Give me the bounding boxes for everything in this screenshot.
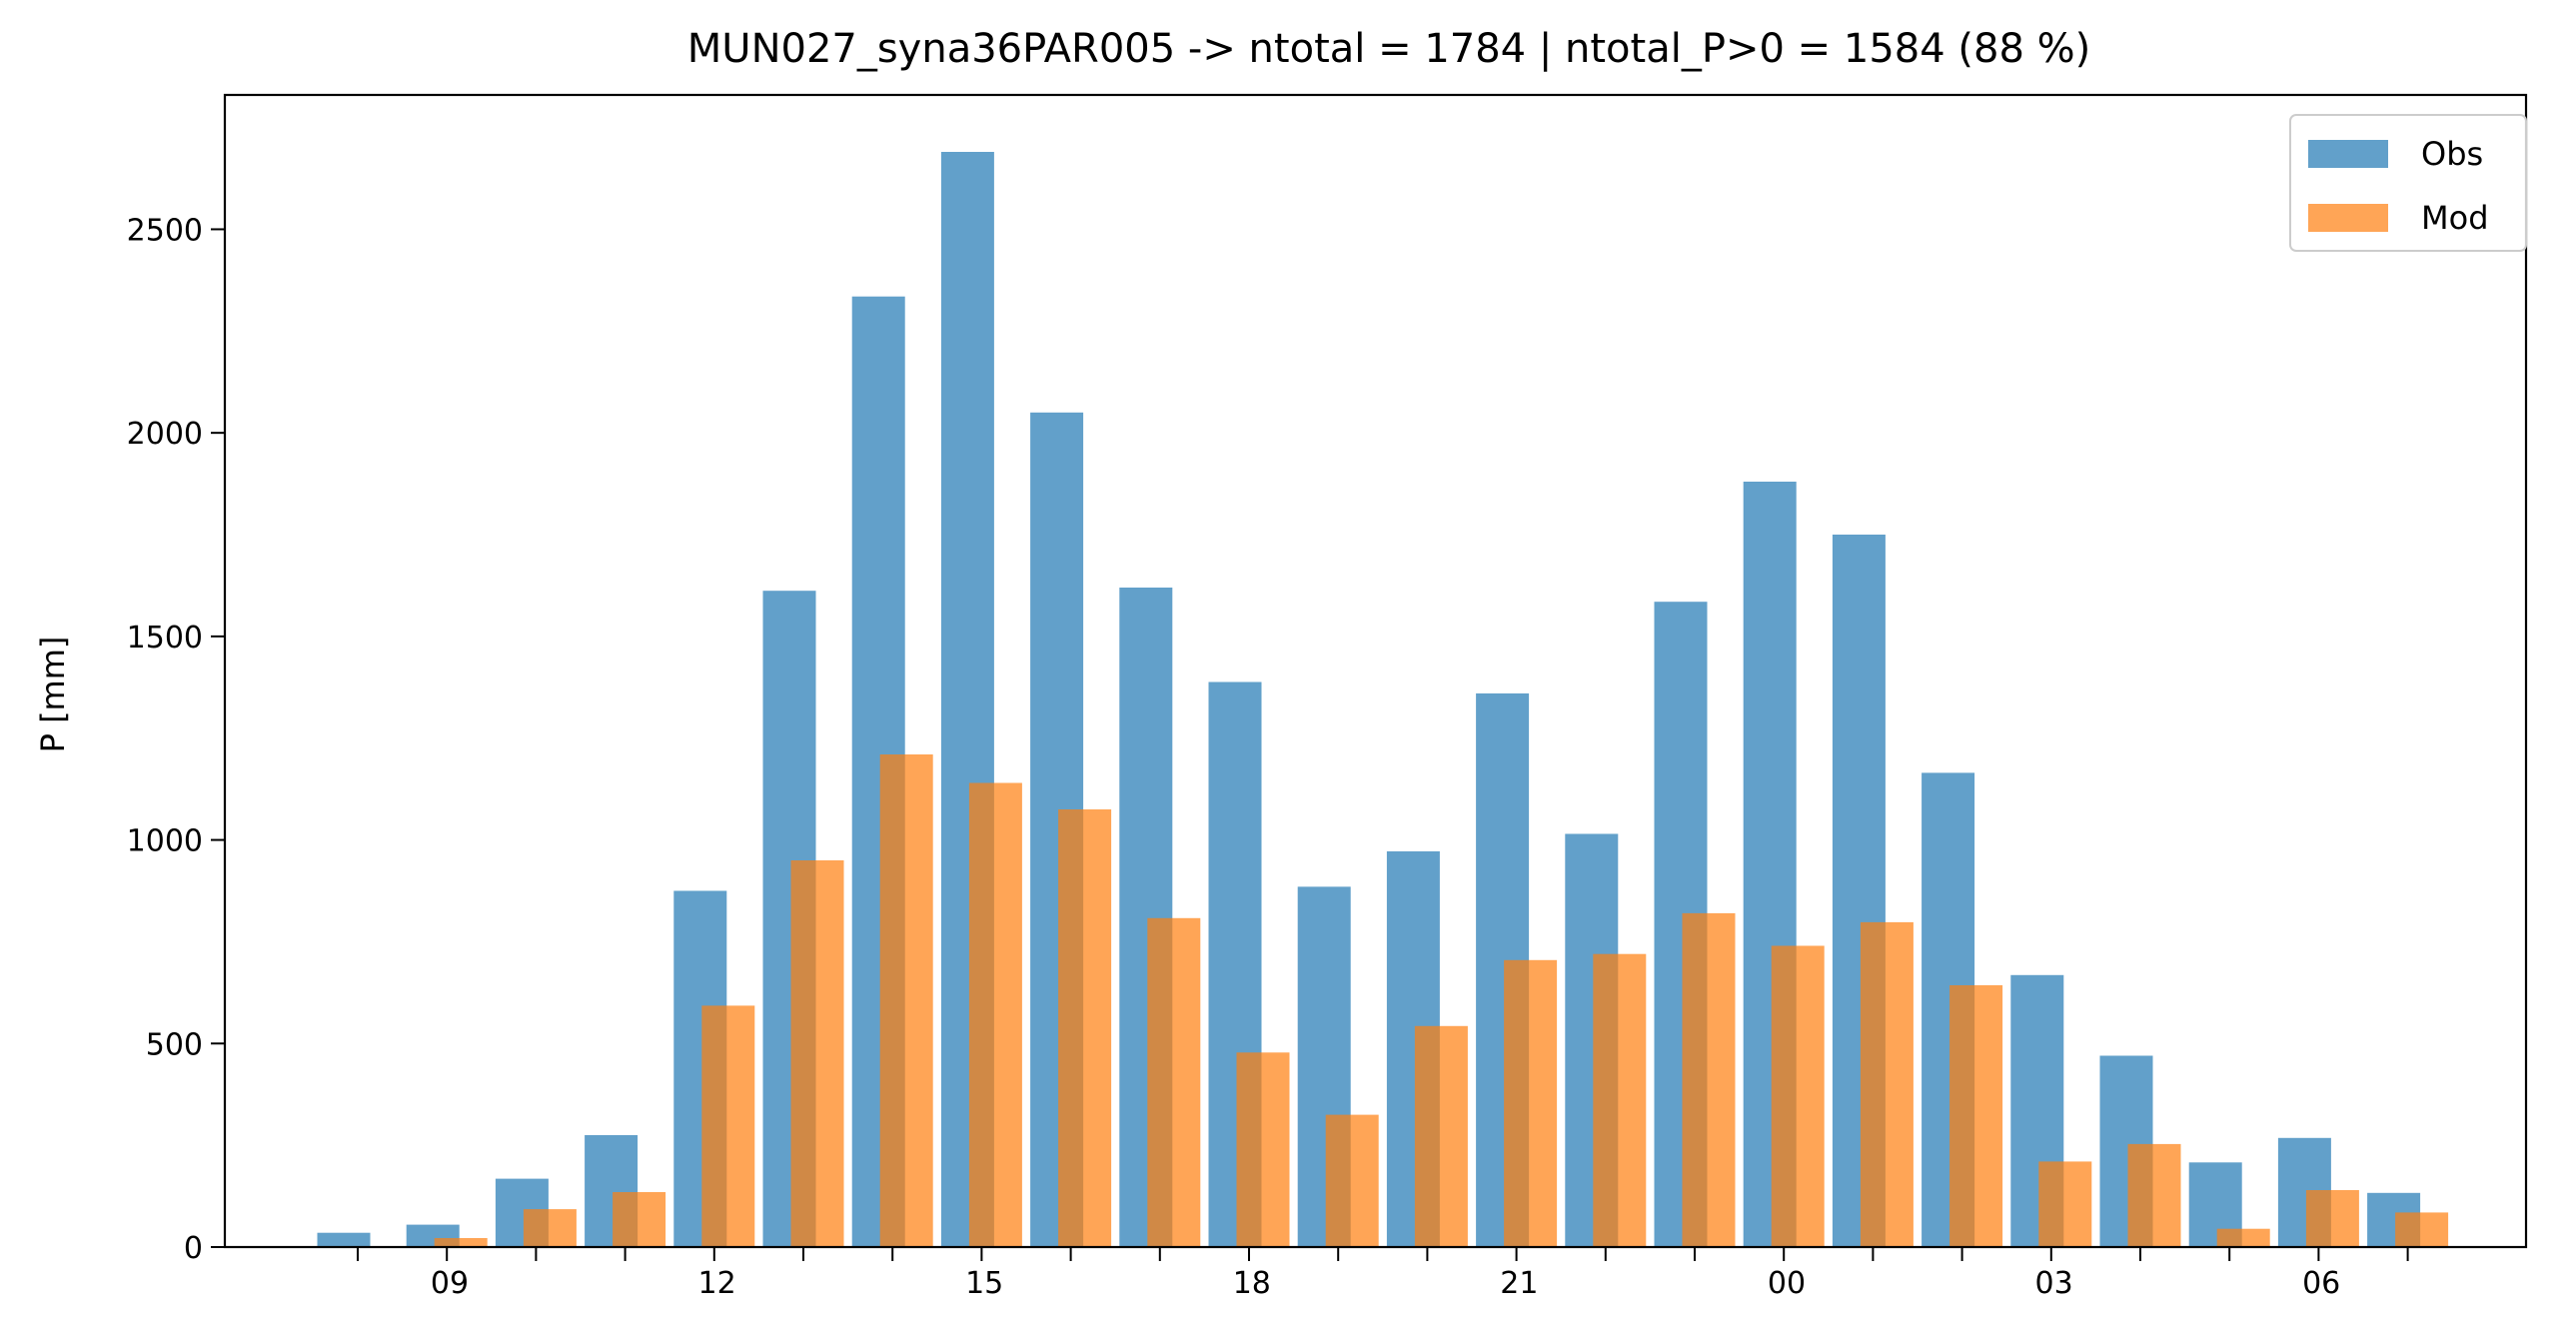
chart-title: MUN027_syna36PAR005 -> ntotal = 1784 | n… <box>687 26 2090 72</box>
bar-mod <box>2305 1190 2359 1247</box>
x-tick-label: 15 <box>965 1266 1003 1301</box>
x-tick-label: 00 <box>1768 1266 1806 1301</box>
bar-mod <box>790 860 844 1247</box>
bar-obs <box>317 1232 371 1247</box>
y-tick-label: 1500 <box>127 621 203 656</box>
bar-mod <box>2038 1161 2092 1247</box>
y-ticks-group: 0 500 1000 1500 2000 2500 <box>127 213 225 1266</box>
legend-label-obs: Obs <box>2421 135 2483 173</box>
bar-mod <box>1325 1114 1379 1247</box>
y-tick-label: 1000 <box>127 824 203 859</box>
plot-frame <box>223 93 2528 1249</box>
bars-group <box>317 152 2449 1247</box>
bar-mod <box>1949 985 2003 1247</box>
x-ticks-group: 09 12 15 18 21 00 03 06 <box>357 1247 2409 1301</box>
x-tick-label: 06 <box>2302 1266 2340 1301</box>
y-tick-label: 2000 <box>127 417 203 452</box>
y-tick-label: 2500 <box>127 213 203 248</box>
bar-mod <box>2395 1212 2449 1247</box>
bar-mod <box>2216 1228 2270 1247</box>
bar-mod <box>1593 953 1647 1247</box>
bar-mod <box>879 754 933 1247</box>
bar-mod <box>2127 1143 2181 1247</box>
bar-mod <box>1504 959 1558 1247</box>
x-tick-label: 12 <box>698 1266 736 1301</box>
x-tick-label: 09 <box>431 1266 469 1301</box>
x-tick-label: 03 <box>2035 1266 2073 1301</box>
bar-mod <box>1414 1025 1468 1247</box>
legend-swatch-mod <box>2308 204 2388 232</box>
bar-mod <box>434 1238 488 1247</box>
bar-mod <box>523 1209 577 1247</box>
bar-mod <box>701 1005 755 1247</box>
bar-mod <box>1058 809 1112 1247</box>
bar-mod <box>1771 945 1825 1247</box>
legend: Obs Mod <box>2289 114 2527 252</box>
bar-mod <box>613 1192 666 1247</box>
legend-swatch-obs <box>2308 140 2388 168</box>
x-tick-label: 18 <box>1233 1266 1271 1301</box>
bar-mod <box>968 782 1022 1247</box>
x-tick-label: 21 <box>1500 1266 1538 1301</box>
bar-mod <box>1860 921 1914 1247</box>
bar-mod <box>1147 917 1201 1247</box>
bar-mod <box>1682 912 1736 1247</box>
legend-label-mod: Mod <box>2421 199 2489 237</box>
bar-mod <box>1236 1052 1290 1247</box>
y-tick-label: 500 <box>146 1027 203 1062</box>
y-axis-label: P [mm] <box>34 637 72 753</box>
y-tick-label: 0 <box>184 1231 203 1266</box>
